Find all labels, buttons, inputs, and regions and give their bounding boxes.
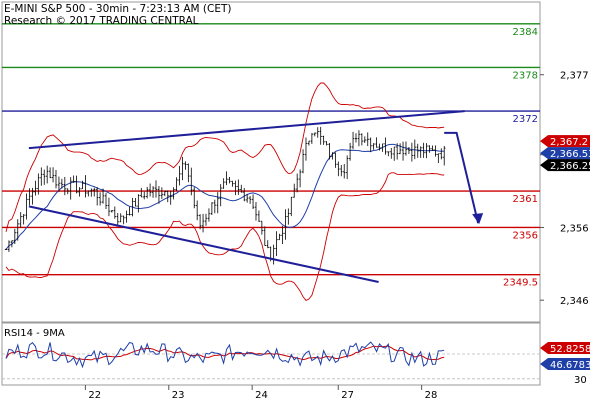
x-tick-label: 24 <box>255 390 268 400</box>
rsi-badge-label: 52.8258 <box>550 344 590 355</box>
rsi-badge <box>548 342 590 354</box>
moving-average-line <box>5 143 445 250</box>
forecast-arrow <box>444 131 480 224</box>
rsi-line <box>5 341 445 369</box>
level-label: 2378 <box>513 70 538 81</box>
price-badge-label: 2,367.2 <box>550 137 588 148</box>
level-label: 2349.5 <box>503 278 538 289</box>
y-tick-label: 2,377 <box>560 71 589 82</box>
y-tick-label: 2,346 <box>560 296 589 307</box>
chart-copyright: Research © 2017 TRADING CENTRAL <box>4 15 199 27</box>
price-badge-pointer <box>540 159 548 172</box>
rsi-tick-label: 30 <box>574 375 587 386</box>
x-tick-label: 23 <box>172 390 185 400</box>
price-badge <box>548 135 590 148</box>
price-badge-label: 2,366.25 <box>550 161 590 172</box>
y-tick-label: 2,356 <box>560 223 589 234</box>
candles-layer <box>4 126 446 265</box>
chart-title: E-MINI S&P 500 - 30min - 7:23:13 AM (CET… <box>4 3 232 15</box>
rsi-title: RSI14 - 9MA <box>4 328 65 339</box>
level-label: 2372 <box>513 114 538 125</box>
price-badge <box>548 159 590 172</box>
price-badge-label: 2,366.53 <box>550 149 590 160</box>
trendlines-layer <box>28 110 484 283</box>
forecast-arrow-head <box>472 213 484 225</box>
upper-band-line <box>5 82 445 233</box>
lower-band-line <box>5 172 445 301</box>
price-badge-pointer <box>540 135 548 148</box>
rsi-badge-pointer <box>540 342 548 354</box>
price-badges: 2,367.22,366.532,366.25 <box>540 135 590 172</box>
trendline-upper <box>28 110 465 150</box>
price-badge <box>548 147 590 160</box>
levels-layer: 2384 2378 2372 2361 2356 2349.5 <box>2 23 540 289</box>
price-badge-pointer <box>540 147 548 160</box>
bands-layer <box>5 82 445 301</box>
trendline-lower <box>28 205 379 283</box>
level-label: 2384 <box>513 27 538 38</box>
level-label: 2356 <box>513 230 538 241</box>
x-tick-label: 28 <box>425 390 438 400</box>
rsi-badge-label: 46.6783 <box>550 360 590 371</box>
time-axis: 22 23 24 27 28 <box>84 385 438 400</box>
rsi-badge-pointer <box>540 358 548 370</box>
rsi-layer: 30 52.8258 46.6783 <box>2 341 590 386</box>
x-tick-label: 22 <box>88 390 101 400</box>
level-label: 2361 <box>513 194 538 205</box>
rsi-badge <box>548 358 590 370</box>
x-tick-label: 27 <box>341 390 354 400</box>
price-panel-frame <box>1 1 541 323</box>
